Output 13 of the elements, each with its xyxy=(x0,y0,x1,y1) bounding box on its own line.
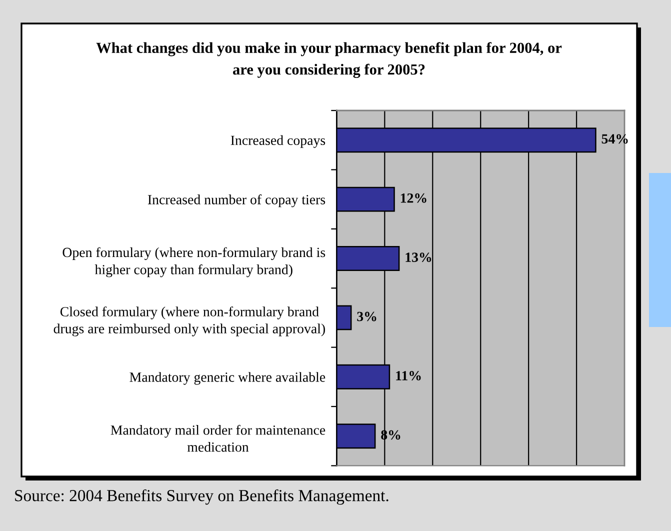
data-label: 13% xyxy=(406,252,432,262)
source-note: Source: 2004 Benefits Survey on Benefits Management. xyxy=(15,489,388,505)
chart-title: What changes did you make in your pharmacy benefit plan for 2004, or are you considering for 2005? xyxy=(96,42,562,78)
y-tick-label: Increased number of copay tiers xyxy=(148,194,326,208)
data-label: 11% xyxy=(396,371,421,380)
data-label: 3% xyxy=(357,312,376,322)
y-tick-label: Open formulary (where non-formulary brand is higher copay than formulary brand) xyxy=(62,247,326,278)
y-tick-label: Closed formulary (where non-formulary brand drugs are reimbursed only with special approval) xyxy=(54,306,325,336)
y-tick-label: Mandatory mail order for maintenance medication xyxy=(110,424,326,452)
y-tick-label: Increased copays xyxy=(230,135,326,148)
data-label: 54% xyxy=(602,134,628,144)
y-tick-label: Mandatory generic where available xyxy=(130,372,326,385)
data-label: 12% xyxy=(400,193,426,203)
